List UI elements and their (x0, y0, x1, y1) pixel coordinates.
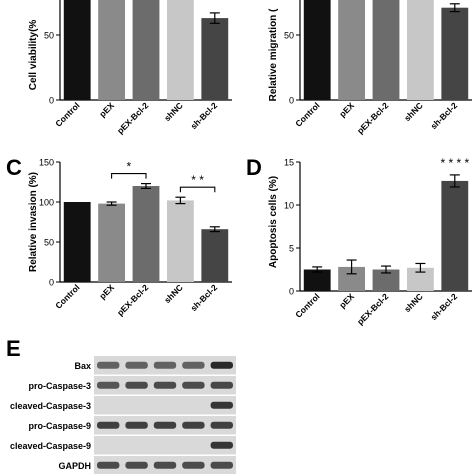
x-tick-label: shNC (162, 100, 185, 123)
bar (303, 0, 331, 100)
x-tick-label: shNC (402, 291, 425, 314)
blot-row-label: pro-Caspase-3 (28, 381, 91, 391)
bar (63, 0, 91, 100)
x-tick-label: pEX-Bcl-2 (355, 100, 391, 136)
panel-label-d: D (246, 155, 262, 180)
blot-band (153, 361, 177, 369)
y-tick-label: 15 (284, 158, 294, 168)
blot-row-label: Bax (74, 361, 91, 371)
panel-label-c: C (6, 155, 22, 180)
y-tick-label: 50 (284, 31, 294, 41)
blot-strip (94, 436, 236, 455)
x-tick-label: sh-Bcl-2 (188, 282, 219, 313)
x-tick-label: sh-Bcl-2 (188, 100, 219, 131)
bar (201, 229, 229, 282)
x-tick-label: pEX-Bcl-2 (115, 282, 151, 318)
bar (132, 186, 160, 282)
bar (441, 180, 469, 291)
blot-band (210, 361, 233, 369)
ylabel-c: Relative invasion (%) (28, 172, 39, 272)
y-tick-label: 0 (289, 96, 294, 106)
blot-band (182, 361, 205, 369)
blot-band (153, 421, 177, 429)
blot-band (125, 381, 148, 389)
blot-band (153, 461, 177, 469)
x-tick-label: sh-Bcl-2 (428, 100, 459, 131)
blot-row-label: GAPDH (58, 461, 91, 471)
blot-row-label: cleaved-Caspase-9 (10, 441, 91, 451)
x-tick-label: pEX (97, 100, 116, 119)
y-tick-label: 0 (289, 287, 294, 297)
bar (338, 0, 366, 101)
blot-band (182, 461, 205, 469)
blot-row-label: pro-Caspase-9 (28, 421, 91, 431)
x-tick-label: Control (293, 291, 321, 319)
significance-stars: * * (191, 173, 204, 187)
blot-band (210, 421, 233, 429)
y-tick-label: 50 (44, 238, 54, 248)
x-tick-label: shNC (162, 282, 185, 305)
y-tick-label: 100 (39, 198, 54, 208)
western-blot-panel: Bax pro-Caspase-3 cleaved-Caspase-3 pro-Cas… (10, 356, 236, 474)
x-tick-label: sh-Bcl-2 (428, 291, 459, 322)
x-tick-label: Control (293, 100, 321, 128)
y-tick-label: 0 (49, 278, 54, 288)
blot-band (153, 381, 177, 389)
bar (372, 0, 400, 101)
blot-band (182, 421, 205, 429)
blot-band (182, 381, 205, 389)
bar (166, 0, 194, 100)
bar (98, 203, 126, 282)
significance-bracket (111, 173, 147, 179)
blot-band (97, 461, 120, 469)
ylabel-a: Cell viability(% (28, 20, 39, 91)
y-tick-label: 50 (44, 31, 54, 41)
blot-band (125, 421, 148, 429)
x-tick-label: pEX-Bcl-2 (355, 291, 391, 327)
y-tick-label: 10 (284, 201, 294, 211)
bar (166, 200, 194, 282)
significance-stars: * * * * (440, 156, 469, 170)
x-tick-label: Control (53, 100, 81, 128)
panel-label-e: E (6, 336, 21, 361)
blot-band (97, 381, 120, 389)
bar (98, 0, 126, 101)
blot-band (97, 421, 120, 429)
bar (406, 267, 434, 291)
blot-band (210, 381, 233, 389)
blot-band (210, 461, 233, 469)
x-tick-label: shNC (402, 100, 425, 123)
bar (303, 269, 331, 291)
blot-band (210, 441, 233, 449)
ylabel-b: Relative migration ( (268, 8, 279, 101)
y-tick-label: 0 (49, 96, 54, 106)
bar (132, 0, 160, 100)
bar (372, 269, 400, 291)
bar (63, 202, 91, 282)
bar (441, 7, 469, 101)
x-tick-label: Control (53, 282, 81, 310)
x-tick-label: pEX-Bcl-2 (115, 100, 151, 136)
significance-stars: * (126, 160, 131, 174)
blot-row-label: cleaved-Caspase-3 (10, 401, 91, 411)
blot-band (125, 461, 148, 469)
x-tick-label: pEX (97, 282, 116, 301)
blot-band (125, 361, 148, 369)
blot-strip (94, 396, 236, 415)
bar (201, 18, 229, 101)
ylabel-d: Apoptosis cells (%) (268, 176, 279, 268)
y-tick-label: 150 (39, 158, 54, 168)
significance-bracket (179, 186, 216, 193)
blot-band (97, 361, 120, 369)
x-tick-label: pEX (337, 291, 356, 310)
blot-band (210, 401, 233, 409)
bar (406, 0, 434, 100)
x-tick-label: pEX (337, 100, 356, 119)
y-tick-label: 5 (289, 244, 294, 254)
